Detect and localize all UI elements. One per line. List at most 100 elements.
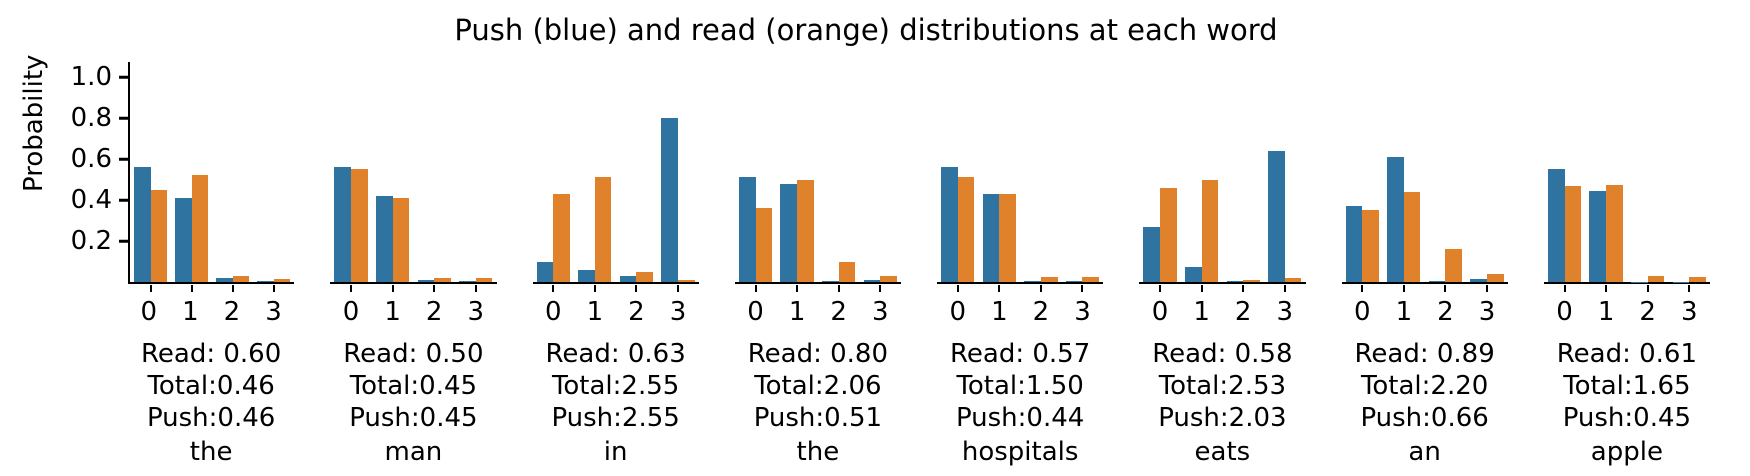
total-stat: Total:2.53 — [1158, 371, 1287, 401]
x-tick-mark — [1242, 284, 1245, 292]
x-tick-mark — [1159, 284, 1162, 292]
x-tick-label: 1 — [182, 297, 199, 327]
push-bar — [1143, 226, 1161, 282]
x-tick-label: 0 — [342, 297, 360, 327]
read-bar — [957, 177, 975, 282]
read-bar — [677, 279, 695, 282]
x-tick-mark — [1361, 284, 1364, 292]
read-bar — [1689, 276, 1706, 282]
read-bar — [232, 275, 250, 282]
bar-field — [330, 77, 496, 282]
read-bar — [797, 179, 814, 282]
stats-block: Read: 0.50 Total:0.45 Push:0.45 — [330, 338, 496, 434]
x-tick-label: 0 — [747, 297, 764, 327]
push-bar — [1065, 281, 1083, 282]
x-tick-label: 1 — [384, 297, 401, 327]
x-tick-mark — [272, 284, 275, 292]
read-bar — [150, 189, 167, 282]
word-label: apple — [1590, 437, 1663, 467]
read-bar — [1284, 277, 1302, 282]
read-stat: Read: 0.60 — [141, 339, 282, 369]
x-tick-mark — [1646, 284, 1649, 292]
y-tick-label: 0.6 — [70, 144, 112, 174]
read-bar — [636, 271, 654, 282]
x-tick-mark — [1485, 284, 1488, 292]
word-label: an — [1408, 437, 1441, 467]
push-bar — [257, 280, 274, 282]
x-tick-label: 2 — [1234, 297, 1252, 327]
x-tick-label: 1 — [586, 297, 604, 327]
push-bar — [536, 261, 554, 282]
push-bar — [1387, 156, 1404, 282]
bar-field — [937, 77, 1103, 282]
read-stat: Read: 0.50 — [343, 339, 484, 369]
push-stat: Push:0.45 — [1562, 403, 1692, 433]
x-tick-mark — [1039, 284, 1042, 292]
plot-area — [1543, 62, 1710, 292]
x-tick-label: 3 — [871, 297, 889, 327]
push-stat: Push:0.44 — [955, 403, 1085, 433]
x-tick-label: 2 — [223, 297, 241, 327]
x-tick-label: 2 — [1437, 297, 1454, 327]
x-tick-label: 3 — [1276, 297, 1293, 327]
read-bar — [273, 278, 291, 282]
push-bar — [578, 269, 595, 282]
push-stat: Push:0.46 — [146, 403, 276, 433]
push-bar — [1184, 266, 1202, 282]
read-bar — [392, 197, 410, 282]
y-tick-label: 1.0 — [70, 62, 112, 92]
push-stat: Push:0.66 — [1360, 403, 1489, 433]
x-tick-mark — [998, 284, 1001, 292]
x-tick-label: 2 — [628, 297, 645, 327]
x-tick-label: 2 — [1032, 297, 1050, 327]
x-tick-mark — [593, 284, 596, 292]
read-bar — [1486, 273, 1504, 282]
chart-title: Push (blue) and read (orange) distributi… — [454, 13, 1278, 47]
push-bar — [334, 167, 352, 282]
read-stat: Read: 0.57 — [950, 339, 1091, 369]
push-bar — [216, 277, 233, 282]
y-tick-mark — [119, 75, 128, 79]
x-tick-mark — [1605, 284, 1608, 292]
word-label: eats — [1194, 437, 1251, 467]
push-bar — [134, 167, 151, 282]
stats-block: Read: 0.58 Total:2.53 Push:2.03 — [1139, 338, 1305, 434]
y-tick-mark — [119, 198, 128, 202]
word-label: man — [384, 437, 443, 467]
read-bar — [755, 208, 773, 282]
x-tick-mark — [837, 284, 840, 292]
word-label: hospitals — [961, 437, 1079, 467]
x-tick-label: 3 — [1680, 297, 1698, 327]
push-bar — [863, 279, 881, 282]
y-tick-label: 0.8 — [70, 103, 112, 133]
x-tick-mark — [190, 284, 193, 292]
read-bar — [1040, 276, 1058, 282]
read-bar — [1647, 275, 1665, 282]
push-bar — [1226, 281, 1244, 282]
y-axis: Probability 1.0 0.8 0.6 0.4 0.2 — [19, 55, 128, 282]
word-label: in — [603, 437, 628, 467]
stats-block: Read: 0.61 Total:1.65 Push:0.45 — [1544, 338, 1710, 434]
y-tick-label: 0.4 — [70, 185, 112, 215]
push-bar — [1547, 169, 1565, 282]
x-tick-label: 0 — [1151, 297, 1169, 327]
y-tick-label: 0.2 — [70, 226, 112, 256]
stats-block: Read: 0.80 Total:2.06 Push:0.51 — [735, 338, 901, 434]
read-stat: Read: 0.58 — [1152, 339, 1293, 369]
x-tick-label: 3 — [467, 297, 484, 327]
bar-field — [735, 77, 901, 282]
x-tick-label: 3 — [1478, 297, 1496, 327]
push-bar — [459, 281, 476, 282]
